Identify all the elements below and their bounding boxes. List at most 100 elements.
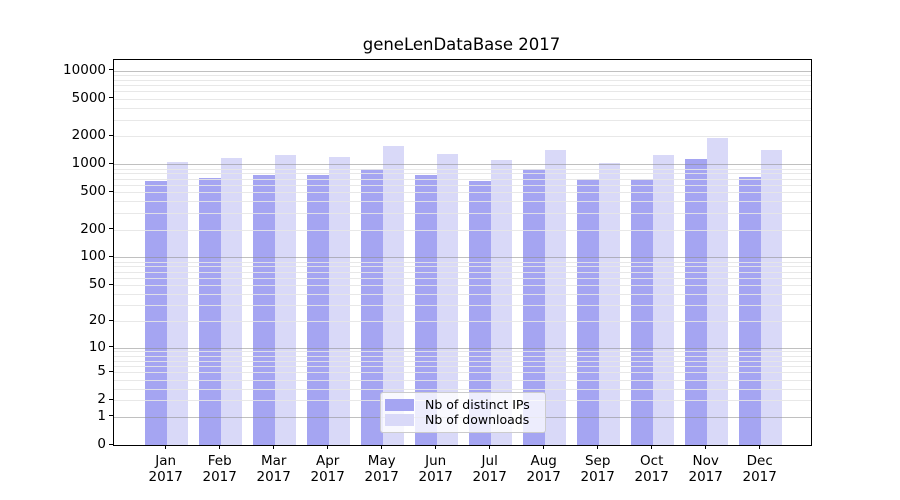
x-tick-mark (759, 445, 761, 449)
x-tick-label: Nov 2017 (688, 453, 723, 485)
bar-distinct-ips-jun (415, 175, 437, 445)
y-tick-label: 2000 (71, 127, 106, 144)
gridline-minor (114, 201, 811, 203)
gridline-minor (114, 294, 811, 296)
bar-downloads-mar (274, 155, 297, 445)
x-tick-mark (165, 445, 167, 449)
y-tick-mark (109, 346, 113, 348)
gridline-major (114, 164, 811, 166)
gridline-major (114, 70, 811, 72)
y-tick-label: 50 (88, 276, 106, 293)
gridline-minor (114, 379, 811, 381)
bar-downloads-jun (436, 153, 459, 445)
bar-distinct-ips-oct (631, 178, 653, 445)
legend-swatch-distinct-ips (385, 399, 414, 411)
bar-distinct-ips-nov (685, 159, 707, 445)
legend-label-downloads: Nb of downloads (425, 412, 530, 427)
bar-distinct-ips-jan (145, 180, 167, 445)
bar-downloads-jul (490, 159, 513, 445)
gridline-minor (114, 229, 811, 231)
gridline-minor (114, 355, 811, 357)
x-tick-label: Feb 2017 (202, 453, 237, 485)
y-tick-mark (109, 319, 113, 321)
y-tick-mark (109, 415, 113, 417)
gridline-minor (114, 321, 811, 323)
legend-item-downloads: Nb of downloads (385, 413, 539, 427)
gridline-minor (114, 184, 811, 186)
x-tick-mark (273, 445, 275, 449)
bar-distinct-ips-sep (577, 178, 599, 445)
chart-title: geneLenDataBase 2017 (362, 35, 561, 54)
y-tick-mark (109, 370, 113, 372)
x-tick-label: May 2017 (364, 453, 399, 485)
gridline-minor (114, 351, 811, 353)
bar-downloads-dec (760, 149, 783, 445)
y-tick-label: 1000 (71, 155, 106, 172)
gridline-minor (114, 372, 811, 374)
gridline-minor (114, 365, 811, 367)
gridline-minor (114, 305, 811, 307)
bar-downloads-nov (706, 137, 729, 445)
y-tick-mark (109, 162, 113, 164)
gridline-minor (114, 192, 811, 194)
y-tick-mark (109, 134, 113, 136)
bar-downloads-sep (598, 162, 621, 445)
y-tick-label: 500 (80, 183, 106, 200)
bar-distinct-ips-aug (523, 168, 545, 445)
gridline-minor (114, 178, 811, 180)
y-tick-label: 2 (97, 391, 106, 408)
x-tick-mark (597, 445, 599, 449)
gridline-minor (114, 213, 811, 214)
x-tick-label: Jun 2017 (418, 453, 453, 485)
bar-distinct-ips-dec (739, 176, 761, 445)
gridline-minor (114, 271, 811, 273)
gridline-minor (114, 74, 811, 76)
gridline-minor (114, 388, 811, 390)
bar-downloads-aug (544, 149, 567, 445)
plot-area: Nb of distinct IPs Nb of downloads (113, 59, 812, 446)
y-tick-mark (109, 97, 113, 99)
y-tick-mark (109, 190, 113, 192)
legend-label-distinct-ips: Nb of distinct IPs (425, 397, 530, 412)
x-tick-mark (705, 445, 707, 449)
x-tick-label: Sep 2017 (580, 453, 615, 485)
gridline-minor (114, 85, 811, 87)
x-tick-mark (435, 445, 437, 449)
y-tick-label: 5 (97, 363, 106, 380)
x-tick-label: Apr 2017 (310, 453, 345, 485)
x-tick-label: Jan 2017 (148, 453, 183, 485)
gridline-minor (114, 277, 811, 279)
y-tick-label: 10000 (63, 61, 106, 78)
bar-downloads-jan (166, 162, 189, 445)
bar-downloads-oct (652, 155, 675, 445)
gridline-minor (114, 360, 811, 362)
gridline-major (114, 257, 811, 259)
gridline-minor (114, 107, 811, 109)
bar-distinct-ips-may (361, 168, 383, 445)
gridline-major (114, 347, 811, 349)
y-tick-label: 100 (80, 248, 106, 265)
gridline-minor (114, 168, 811, 170)
bar-downloads-may (382, 145, 405, 445)
bar-distinct-ips-feb (199, 177, 221, 445)
x-tick-label: Dec 2017 (742, 453, 777, 485)
x-tick-label: Oct 2017 (634, 453, 669, 485)
x-tick-mark (651, 445, 653, 449)
y-tick-label: 5000 (71, 89, 106, 106)
y-tick-label: 20 (88, 312, 106, 329)
y-tick-mark (109, 255, 113, 258)
y-tick-mark (109, 283, 113, 285)
x-tick-mark (381, 445, 383, 449)
legend-item-distinct-ips: Nb of distinct IPs (385, 398, 539, 412)
y-tick-label: 10 (88, 338, 106, 355)
x-tick-mark (543, 445, 545, 449)
y-tick-mark (109, 228, 113, 230)
y-tick-mark (109, 69, 113, 71)
gridline-minor (114, 266, 811, 268)
y-tick-label: 0 (97, 436, 106, 452)
y-tick-mark (109, 398, 113, 400)
bar-downloads-apr (328, 156, 351, 445)
legend-swatch-downloads (385, 414, 414, 426)
x-tick-mark (219, 445, 221, 449)
